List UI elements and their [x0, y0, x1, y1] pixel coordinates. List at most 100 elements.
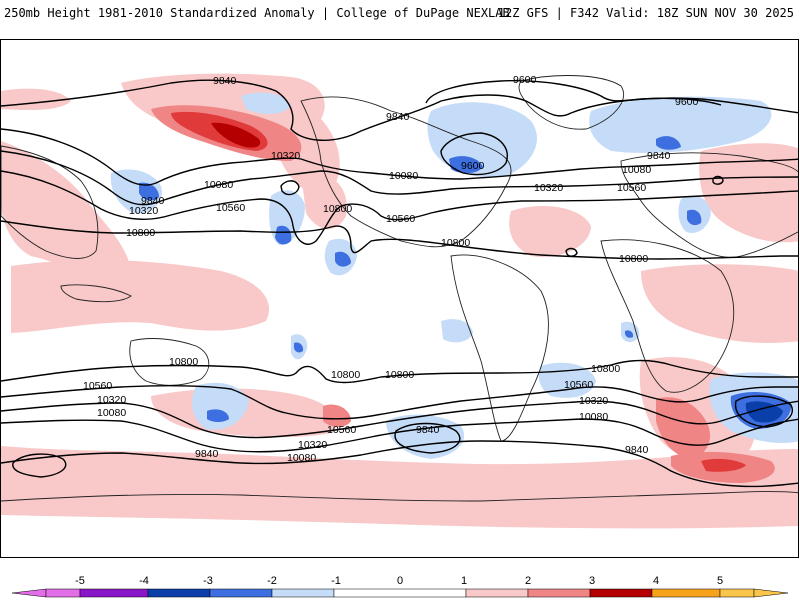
anomaly-pos1-arctic: [1, 88, 71, 111]
anomaly-neg2-tropical-pacific: [294, 342, 304, 353]
contour-label: 9840: [647, 150, 671, 162]
contour-label: 10320: [534, 182, 563, 194]
contour-label: 10320: [298, 439, 327, 451]
colorbar-tick-label: 4: [653, 575, 659, 587]
contour-label: 10560: [564, 379, 593, 391]
contour-label: 10320: [97, 394, 126, 406]
anomaly-neg2-pacific-trough: [275, 225, 292, 245]
contour-label: 10800: [619, 253, 648, 265]
colorbar-swatch-neg4: [79, 588, 149, 598]
model-run-info: 12Z GFS | F342 Valid: 18Z SUN NOV 30 202…: [497, 6, 794, 20]
anomaly-neg1-arctic: [241, 92, 291, 114]
anomaly-map: 9840 9840 9600 9600 9600 9840 10320 1008…: [0, 39, 799, 558]
contour-10080-south: [1, 418, 798, 453]
contour-label: 10560: [327, 424, 356, 436]
colorbar-triangle-low: [11, 588, 47, 598]
colorbar-tick-label: 0: [397, 575, 403, 587]
colorbar-tick-label: -5: [75, 575, 85, 587]
contour-label: 10080: [389, 170, 418, 182]
anomaly-neg2-indian-ocean: [625, 330, 634, 338]
anomaly-pos1-atlantic: [509, 206, 591, 257]
contour-label: 10800: [169, 356, 198, 368]
contour-label: 10080: [287, 452, 316, 464]
contour-10320-north: [1, 150, 798, 206]
colorbar-swatch-neg3: [147, 588, 211, 598]
map-title: 250mb Height 1981-2010 Standardized Anom…: [4, 6, 510, 20]
colorbar-swatch-pos5: [719, 588, 755, 598]
contour-9840-closed-south-west: [12, 453, 67, 478]
anomaly-neg2-north-atlantic: [656, 136, 681, 150]
anomaly-neg2-japan: [139, 182, 159, 201]
contour-9840-closed-south-indian: [734, 395, 793, 428]
contour-label: 9600: [513, 74, 537, 86]
colorbar-swatch-neg1: [271, 588, 335, 598]
colorbar-swatch-pos4: [651, 588, 721, 598]
map-canvas: 9840 9840 9600 9600 9600 9840 10320 1008…: [1, 73, 798, 529]
contour-10320-south: [1, 400, 798, 439]
colorbar-tick-label: 1: [461, 575, 467, 587]
contour-label: 10800: [126, 227, 155, 239]
contour-label: 9840: [141, 195, 165, 207]
contour-label: 9840: [416, 424, 440, 436]
contour-label: 10320: [129, 205, 158, 217]
contour-label: 9600: [675, 96, 699, 108]
contour-label: 10080: [204, 179, 233, 191]
colorbar-swatch-neg2: [209, 588, 273, 598]
anomaly-pos1-west-pacific: [1, 141, 131, 277]
anomaly-pos1-tropical-pacific: [11, 259, 269, 333]
contour-small-closed-atlantic: [565, 247, 578, 257]
contour-label: 9840: [625, 444, 649, 456]
contour-label: 10080: [579, 411, 608, 423]
anomaly-neg1-australia: [192, 382, 249, 430]
colorbar-swatch-neg5: [45, 588, 81, 598]
contour-9840-south: [1, 440, 798, 488]
indonesia-coast: [60, 284, 132, 303]
contour-labels-layer: 9840 9840 9600 9600 9600 9840 10320 1008…: [83, 74, 699, 464]
contour-label: 10800: [331, 369, 360, 381]
contour-label: 10800: [385, 369, 414, 381]
anomaly-pos1-indian-ocean: [641, 264, 798, 343]
colorbar-swatch-zero: [333, 588, 467, 598]
colorbar-tick-label: 3: [589, 575, 595, 587]
anomaly-neg1-japan: [110, 169, 162, 214]
colorbar-tick-label: 2: [525, 575, 531, 587]
contour-small-closed-pacific: [280, 180, 300, 196]
contour-9600-arctic: [425, 79, 722, 106]
contour-10800-south: [1, 359, 798, 384]
contour-10080-north: [1, 128, 798, 186]
contour-10560-north: [1, 170, 798, 245]
anomaly-pos2-south-pacific: [323, 404, 351, 427]
contour-label: 10560: [83, 380, 112, 392]
colorbar-tick-label: 5: [717, 575, 723, 587]
anomaly-pos1-europe: [699, 143, 798, 243]
anomaly-neg2-mediterranean: [687, 209, 702, 226]
contour-10800-north: [1, 220, 798, 260]
anomaly-pos2-south-atlantic: [656, 397, 711, 459]
contour-label: 10320: [579, 395, 608, 407]
anomaly-neg1-north-atlantic: [589, 96, 772, 153]
contour-label: 10800: [441, 237, 470, 249]
south-america-coast: [450, 254, 549, 442]
contour-label: 9840: [213, 75, 237, 87]
colorbar-triangle-high: [753, 588, 789, 598]
contour-label: 10560: [386, 213, 415, 225]
europe-asia-coast: [620, 152, 798, 258]
anomaly-pos1-north-pacific-2: [301, 172, 347, 229]
contour-small-closed-europe: [712, 175, 724, 185]
colorbar-swatch-pos1: [465, 588, 529, 598]
contour-label: 9840: [195, 448, 219, 460]
contour-label: 9840: [386, 111, 410, 123]
colorbar-tick-label: -2: [267, 575, 277, 587]
anomaly-neg2-hudson-bay: [449, 156, 483, 174]
anomaly-neg2-california-low: [335, 251, 351, 267]
contour-label: 9600: [461, 160, 485, 172]
anomaly-pos4-alaska-ridge: [211, 122, 261, 148]
contour-label: 10800: [591, 363, 620, 375]
contour-label: 10560: [216, 202, 245, 214]
africa-coast: [600, 239, 735, 393]
contour-label: 10800: [323, 203, 352, 215]
contour-label: 10320: [271, 150, 300, 162]
contour-label: 10080: [97, 407, 126, 419]
colorbar-swatch-pos3: [589, 588, 653, 598]
contour-9600-hudson: [440, 132, 508, 176]
